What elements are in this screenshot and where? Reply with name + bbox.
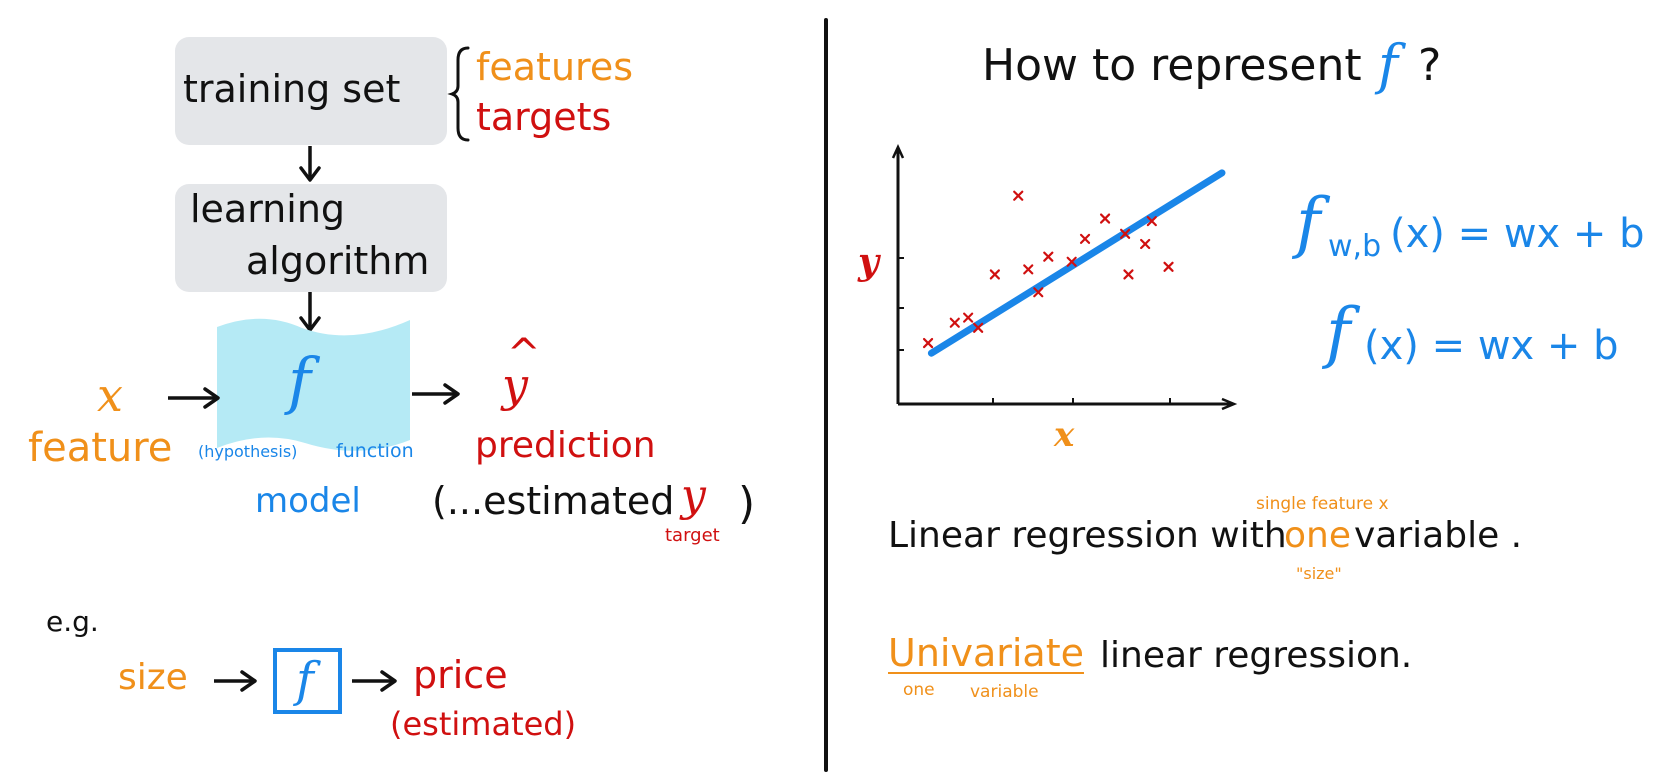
axis-x-label: x bbox=[1054, 415, 1075, 455]
estimated-y-symbol: y bbox=[681, 470, 706, 521]
data-point bbox=[1033, 287, 1044, 298]
data-point bbox=[1066, 256, 1077, 267]
formula2-rest: (x) = wx + b bbox=[1364, 323, 1619, 369]
formula1-f: f bbox=[1296, 184, 1321, 261]
prediction-label: prediction bbox=[475, 425, 656, 466]
learning-label: learning bbox=[190, 187, 346, 231]
data-point bbox=[1099, 213, 1111, 224]
variable-note: variable bbox=[970, 682, 1039, 702]
question-f-symbol: f bbox=[1378, 33, 1398, 96]
formula2-f: f bbox=[1326, 294, 1351, 371]
x-symbol: x bbox=[97, 368, 123, 422]
data-point bbox=[1043, 251, 1054, 262]
data-point bbox=[1163, 261, 1174, 272]
linear-regression-text: Linear regression with bbox=[888, 515, 1287, 556]
estimated-prefix: (...estimated bbox=[432, 479, 675, 523]
data-point bbox=[949, 317, 960, 328]
question-mark: ? bbox=[1418, 40, 1442, 91]
formula1-rest: (x) = wx + b bbox=[1390, 211, 1645, 257]
axis-y-label: y bbox=[858, 241, 879, 283]
data-point bbox=[1123, 269, 1134, 280]
variable-label: variable . bbox=[1354, 515, 1523, 556]
formula1-subscript: w,b bbox=[1328, 229, 1382, 264]
targets-label: targets bbox=[476, 95, 612, 139]
data-point bbox=[1146, 216, 1157, 227]
data-point bbox=[1013, 190, 1024, 201]
eg-label: e.g. bbox=[46, 605, 99, 638]
estimated-close-paren: ) bbox=[738, 478, 756, 529]
chart-axes bbox=[891, 143, 1238, 411]
regression-line bbox=[927, 169, 1226, 357]
data-point bbox=[963, 312, 974, 323]
model-f-symbol: f bbox=[288, 344, 311, 417]
data-point bbox=[989, 269, 1000, 280]
function-label: function bbox=[336, 440, 414, 462]
algorithm-label: algorithm bbox=[246, 239, 430, 283]
learning-algorithm-box bbox=[175, 184, 447, 292]
data-point bbox=[973, 322, 984, 333]
model-label: model bbox=[255, 481, 361, 521]
curly-brace bbox=[447, 46, 470, 142]
y-hat-caret: ^ bbox=[507, 331, 541, 377]
estimated-label: (estimated) bbox=[390, 705, 577, 743]
data-point bbox=[1140, 238, 1151, 250]
y-hat-symbol: y bbox=[502, 358, 528, 412]
data-point bbox=[1079, 233, 1091, 244]
target-label: target bbox=[665, 525, 720, 546]
training-set-label: training set bbox=[183, 67, 401, 111]
data-point bbox=[1120, 228, 1131, 239]
data-point bbox=[1023, 264, 1034, 275]
y-axis-arrow bbox=[891, 143, 905, 159]
one-note: one bbox=[903, 680, 935, 700]
features-label: features bbox=[476, 45, 633, 89]
f-box bbox=[273, 648, 342, 714]
data-point bbox=[922, 337, 934, 349]
single-feature-note: single feature x bbox=[1256, 494, 1389, 514]
hypothesis-label: (hypothesis) bbox=[198, 442, 298, 461]
price-label: price bbox=[413, 653, 508, 697]
one-label: one bbox=[1284, 515, 1351, 556]
question-text: How to represent bbox=[982, 40, 1362, 91]
size-note: "size" bbox=[1296, 564, 1342, 583]
univariate-linear-regression: linear regression. bbox=[1100, 635, 1413, 676]
f-box-symbol: f bbox=[296, 652, 314, 708]
model-block bbox=[217, 318, 410, 451]
univariate-label: Univariate bbox=[888, 631, 1084, 675]
training-set-box bbox=[175, 37, 447, 145]
x-axis-arrow bbox=[1221, 397, 1238, 411]
feature-label: feature bbox=[28, 425, 173, 471]
size-label: size bbox=[118, 657, 188, 698]
